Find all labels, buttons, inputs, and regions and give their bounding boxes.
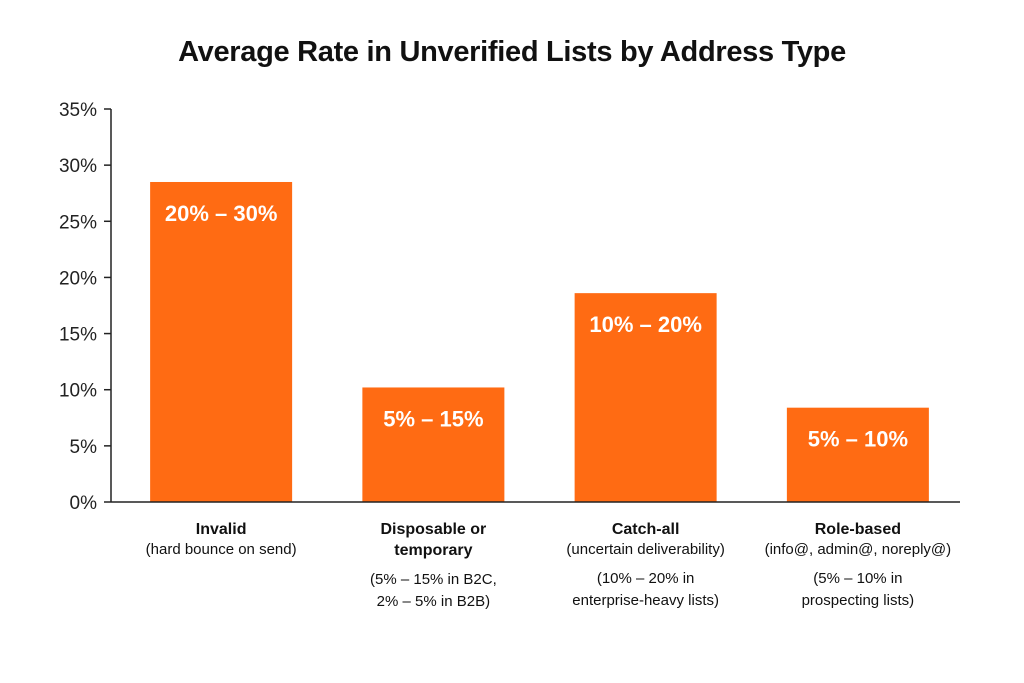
y-tick-label: 15%	[59, 325, 97, 346]
y-tick-label: 35%	[59, 100, 97, 121]
category-subtitle: (info@, admin@, noreply@)	[764, 541, 952, 558]
category-subtitle: (hard bounce on send)	[145, 541, 297, 558]
category-label-block: Disposable or temporary (5% – 15% in B2C,…	[313, 519, 553, 613]
category-name: Invalid	[195, 521, 247, 538]
category-label-block: Catch-all (uncertain deliverability) (10% …	[526, 519, 766, 612]
bar-data-label: 10% – 20%	[589, 312, 702, 337]
bar	[574, 293, 717, 502]
bar	[362, 387, 505, 502]
bars-group: 20% – 30% 5% – 15% 10% – 20% 5% – 10%	[150, 181, 929, 502]
y-tick-label: 5%	[70, 437, 98, 458]
bar-data-label: 20% – 30%	[165, 201, 278, 226]
category-note: (5% – 15% in B2C, 2% – 5% in B2B)	[370, 571, 497, 610]
category-label-block: Role-based (info@, admin@, noreply@) (5% –…	[738, 519, 978, 612]
category-name: Disposable or temporary	[380, 521, 487, 559]
bar-data-label: 5% – 10%	[808, 427, 908, 452]
category-subtitle: (uncertain deliverability)	[566, 541, 725, 558]
y-tick-label: 30%	[59, 156, 97, 177]
category-name: Role-based	[814, 521, 901, 538]
bar	[150, 181, 293, 502]
y-tick-label: 0%	[70, 493, 98, 514]
bar-data-label: 5% – 15%	[383, 406, 483, 431]
y-tick-label: 10%	[59, 381, 97, 402]
bar	[786, 407, 929, 502]
y-tick-label: 25%	[59, 212, 97, 233]
y-axis-ticks: 0% 5% 10% 15% 20% 25% 30% 35%	[59, 100, 111, 514]
chart-title: Average Rate in Unverified Lists by Addr…	[178, 36, 846, 68]
category-note: (5% – 10% in prospecting lists)	[801, 570, 915, 609]
y-tick-label: 20%	[59, 268, 97, 289]
category-note: (10% – 20% in enterprise-heavy lists)	[572, 570, 719, 609]
category-name: Catch-all	[611, 521, 680, 538]
category-label-block: Invalid (hard bounce on send)	[101, 519, 341, 560]
